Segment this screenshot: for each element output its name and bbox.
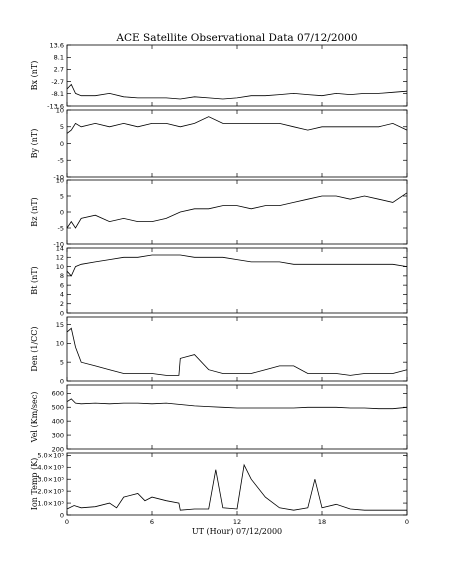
x-tick-label: 0 (65, 518, 69, 526)
chart-title: ACE Satellite Observational Data 07/12/2… (115, 32, 357, 44)
y-tick-label: 5 (60, 358, 64, 366)
y-tick-label: 4 (60, 291, 64, 299)
panels: 13.6 8.1 2.7 -2.7 -8.1 -13.6 Bx (nT) 10 5 0 -5 -10 B… (30, 41, 409, 526)
y-tick-label: 0 (60, 140, 64, 148)
panel-0: 13.6 8.1 2.7 -2.7 -8.1 -13.6 Bx (nT) (30, 41, 408, 110)
y-tick-label: 3.0×10⁵ (37, 476, 64, 484)
y-tick-label: -10 (53, 240, 64, 248)
y-tick-label: 8.1 (54, 54, 64, 62)
panel-5: 600 500 400 300 200 Vel (Km/sec) (30, 384, 408, 453)
y-tick-label: 200 (52, 445, 64, 453)
x-tick-label: 0 (405, 518, 409, 526)
panel-frame (66, 109, 408, 178)
x-axis-label: UT (Hour) 07/12/2000 (192, 527, 282, 536)
y-tick-label: 4.0×10⁵ (37, 464, 64, 472)
y-tick-label: 400 (52, 417, 64, 425)
y-tick-label: -13.6 (47, 102, 64, 110)
y-tick-label: 0 (60, 208, 64, 216)
series-line (66, 254, 408, 277)
x-tick-label: 18 (318, 518, 326, 526)
y-tick-label: 2.7 (54, 66, 64, 74)
y-tick-label: 14 (56, 244, 64, 252)
y-tick-label: -5 (58, 224, 64, 232)
series-line (66, 463, 407, 511)
y-axis-label: Vel (Km/sec) (30, 392, 39, 444)
y-tick-label: -2.7 (51, 78, 64, 86)
y-tick-label: 1.0×10⁵ (37, 499, 64, 507)
y-tick-label: 6 (60, 281, 64, 289)
y-axis-label: Bx (nT) (30, 61, 39, 91)
y-tick-label: 15 (56, 321, 64, 329)
panel-frame (66, 179, 408, 245)
x-tick-label: 12 (233, 518, 241, 526)
y-tick-label: 300 (52, 431, 64, 439)
y-axis-label: Bz (nT) (30, 197, 39, 226)
y-tick-label: 2.0×10⁵ (37, 487, 64, 495)
y-tick-label: 5 (60, 123, 64, 131)
y-tick-label: 2 (60, 300, 64, 308)
y-tick-label: 600 (52, 390, 64, 398)
y-tick-label: 5 (60, 192, 64, 200)
y-tick-label: 5.0×10⁵ (37, 452, 64, 460)
panel-frame (66, 384, 408, 450)
y-tick-label: 0 (60, 309, 64, 317)
panel-2: 10 5 0 -5 -10 Bz (nT) (30, 176, 408, 248)
y-tick-label: 10 (56, 263, 64, 271)
y-tick-label: 0 (60, 377, 64, 385)
y-tick-label: 500 (52, 404, 64, 412)
series-line (66, 116, 408, 134)
series-line (66, 192, 408, 229)
y-tick-label: 10 (56, 340, 64, 348)
y-axis-label: Den (1/CC) (30, 326, 39, 371)
y-tick-label: 10 (56, 176, 64, 184)
panel-frame (66, 44, 408, 107)
y-tick-label: 12 (56, 254, 64, 262)
y-tick-label: 8 (60, 272, 64, 280)
y-axis-label: Ion Temp (K) (30, 458, 39, 511)
y-tick-label: 13.6 (50, 41, 64, 49)
series-line (66, 327, 408, 376)
series-line (66, 398, 408, 410)
y-tick-label: -8.1 (51, 90, 64, 98)
y-axis-label: Bt (nT) (30, 266, 39, 294)
x-tick-label: 6 (150, 518, 154, 526)
y-axis-label: By (nT) (30, 129, 39, 159)
panel-4: 15 10 5 0 Den (1/CC) (30, 316, 408, 385)
panel-frame (66, 247, 408, 314)
y-tick-label: 0 (60, 511, 64, 519)
y-tick-label: -10 (53, 173, 64, 181)
y-tick-label: -5 (58, 157, 64, 165)
panel-6: 5.0×10⁵ 4.0×10⁵ 3.0×10⁵ 2.0×10⁵ 1.0×10⁵ 0 Ion … (30, 452, 408, 519)
panel-1: 10 5 0 -5 -10 By (nT) (30, 106, 408, 181)
series-line (66, 83, 408, 100)
panel-frame (66, 316, 408, 382)
y-tick-label: 10 (56, 106, 64, 114)
